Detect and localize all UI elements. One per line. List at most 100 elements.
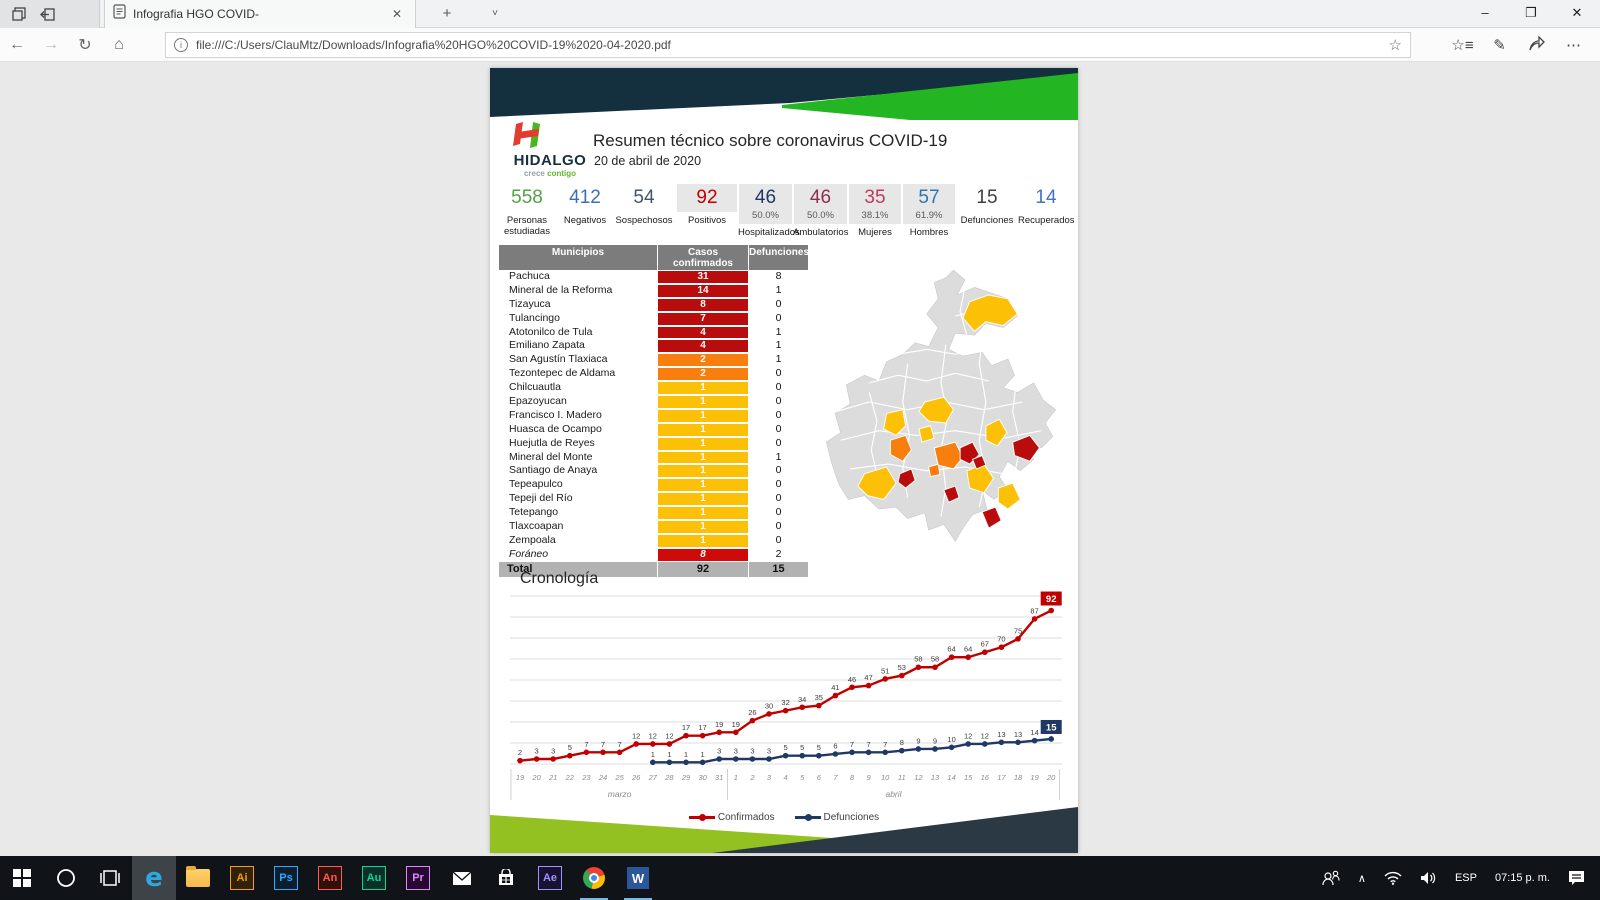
- taskbar-chrome-icon[interactable]: [572, 856, 616, 900]
- wifi-icon[interactable]: [1375, 856, 1411, 900]
- x-tick-label: 16: [981, 773, 990, 782]
- x-tick-label: 19: [1030, 773, 1039, 782]
- set-tabs-aside-icon[interactable]: [12, 7, 26, 21]
- taskbar-after-effects-icon[interactable]: Ae: [528, 856, 572, 900]
- tab-close-icon[interactable]: ✕: [391, 7, 402, 21]
- browser-toolbar: ← → ↻ ⌂ i file:///C:/Users/ClauMtz/Downl…: [0, 28, 1600, 62]
- data-label: 3: [750, 746, 754, 755]
- taskbar-task-view-icon[interactable]: [88, 856, 132, 900]
- data-label: 9: [916, 736, 920, 745]
- page-info-icon[interactable]: i: [174, 38, 188, 52]
- people-icon[interactable]: [1313, 856, 1349, 900]
- data-label: 5: [800, 743, 804, 752]
- annotate-pen-icon[interactable]: ✎: [1493, 37, 1506, 54]
- taskbar-store-icon[interactable]: [484, 856, 528, 900]
- tab-title: Infografia HGO COVID-: [133, 7, 260, 21]
- data-label: 17: [698, 723, 706, 732]
- data-label: 35: [815, 693, 823, 702]
- data-label: 3: [734, 746, 738, 755]
- more-options-icon[interactable]: ⋯: [1566, 37, 1581, 54]
- taskbar-audition-icon[interactable]: Au: [352, 856, 396, 900]
- taskbar-mail-icon[interactable]: [440, 856, 484, 900]
- data-point: [849, 684, 855, 691]
- data-point: [948, 654, 955, 661]
- total-cell: 15: [749, 561, 808, 577]
- taskbar-illustrator-icon[interactable]: Ai: [220, 856, 264, 900]
- data-label: 1: [667, 750, 671, 759]
- map-region: [857, 466, 897, 500]
- x-tick-label: 15: [964, 773, 973, 782]
- document-date: 20 de abril de 2020: [594, 154, 702, 168]
- data-label: 12: [632, 731, 640, 740]
- share-icon[interactable]: [1518, 34, 1555, 55]
- new-tab-button[interactable]: +: [442, 5, 452, 22]
- volume-icon[interactable]: [1411, 856, 1446, 900]
- restore-window-button[interactable]: ❐: [1525, 5, 1537, 20]
- restore-tabs-icon[interactable]: [40, 7, 55, 21]
- taskbar-cortana-icon[interactable]: [44, 856, 88, 900]
- action-center-icon[interactable]: [1559, 856, 1594, 900]
- hidalgo-h-icon: [513, 122, 540, 148]
- address-bar[interactable]: i file:///C:/Users/ClauMtz/Downloads/Inf…: [165, 32, 1411, 58]
- x-tick-label: 22: [565, 773, 575, 782]
- logo-wordmark: HIDALGO: [513, 152, 587, 169]
- show-hidden-icons-chevron[interactable]: ∧: [1357, 872, 1366, 885]
- data-label: 10: [947, 735, 955, 744]
- x-tick-label: 23: [581, 773, 591, 782]
- taskbar-word-icon[interactable]: W: [616, 856, 660, 900]
- favorites-hub-icon[interactable]: ☆≡: [1451, 37, 1474, 54]
- data-point: [716, 729, 722, 736]
- data-label: 41: [831, 683, 839, 692]
- map-region: [1012, 434, 1040, 462]
- x-tick-label: 4: [784, 773, 788, 782]
- taskbar-animate-icon[interactable]: An: [308, 856, 352, 900]
- x-tick-label: 3: [767, 773, 772, 782]
- browser-tab[interactable]: Infografia HGO COVID- ✕: [104, 0, 416, 28]
- data-point: [1015, 636, 1021, 642]
- minimize-button[interactable]: –: [1481, 5, 1489, 20]
- x-tick-label: 28: [664, 773, 674, 782]
- data-label: 30: [765, 701, 773, 710]
- x-tick-label: 8: [850, 773, 855, 782]
- data-label: 12: [981, 731, 989, 740]
- forward-button[interactable]: →: [43, 35, 59, 53]
- back-button[interactable]: ←: [9, 35, 25, 53]
- x-tick-label: 9: [867, 773, 872, 782]
- last-value-box: [1040, 719, 1062, 734]
- map-region: [840, 430, 1042, 441]
- add-favorite-star-icon[interactable]: ☆: [1388, 37, 1402, 54]
- data-label: 47: [864, 673, 872, 682]
- table-row: Atotonilco de Tula 4 1: [509, 325, 782, 339]
- taskbar-start-icon[interactable]: [0, 856, 44, 900]
- tab-preview-chevron[interactable]: ˅: [492, 8, 498, 19]
- data-point: [998, 739, 1005, 746]
- clock[interactable]: 07:15 p. m.: [1494, 872, 1550, 884]
- data-point: [533, 756, 540, 762]
- data-point: [882, 676, 888, 682]
- refresh-button[interactable]: ↻: [78, 36, 92, 54]
- data-point: [882, 749, 888, 756]
- close-window-button[interactable]: ✕: [1571, 5, 1583, 20]
- data-point: [633, 741, 639, 747]
- data-point: [699, 732, 706, 739]
- data-label: 67: [981, 640, 989, 649]
- data-point: [965, 741, 971, 747]
- map-region: [897, 468, 916, 489]
- data-point: [832, 751, 839, 757]
- x-tick-label: 10: [881, 773, 890, 782]
- timeline-chart: 19 20 21 22 23 24 25 26 27 28 29 30 31 1 2 3 4 5 6 7 8 9 10 11 1…: [510, 591, 1062, 800]
- data-label: 64: [964, 645, 972, 654]
- data-point: [567, 752, 573, 759]
- home-button[interactable]: ⌂: [114, 35, 124, 53]
- table-row: Mineral de la Reforma 14 1: [509, 283, 782, 297]
- taskbar-file-explorer-icon[interactable]: [176, 856, 220, 900]
- data-point: [982, 649, 988, 656]
- table-row: Zempoala 1 0: [509, 533, 782, 547]
- language-indicator[interactable]: ESP: [1454, 872, 1477, 884]
- taskbar-edge-icon[interactable]: e: [132, 856, 176, 900]
- taskbar-premiere-icon[interactable]: Pr: [396, 856, 440, 900]
- taskbar-photoshop-icon[interactable]: Ps: [264, 856, 308, 900]
- x-tick-label: 2: [749, 773, 755, 782]
- data-label: 51: [881, 666, 889, 675]
- header-banner: [490, 68, 1078, 120]
